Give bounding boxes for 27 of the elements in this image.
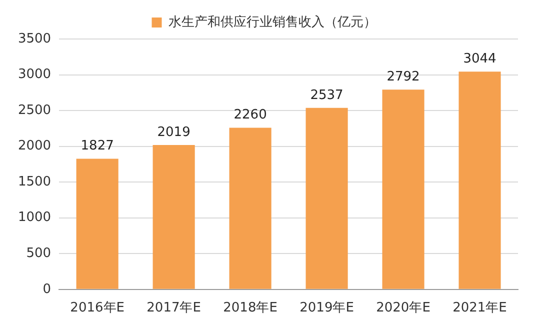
x-tick-label: 2019年E [300,300,354,316]
legend-label: 水生产和供应行业销售收入（亿元） [168,14,376,30]
y-tick-label: 3000 [18,67,52,82]
data-label: 3044 [463,52,496,66]
data-label: 2537 [310,88,344,103]
y-tick-label: 500 [26,246,52,262]
bar [229,128,272,289]
bar [76,158,118,289]
y-tick-label: 1500 [18,174,52,190]
y-tick-label: 1000 [18,210,52,226]
data-label: 1827 [80,138,114,154]
data-label: 2792 [386,70,420,85]
bar [152,144,195,289]
data-label: 2019 [157,124,190,140]
data-label: 2260 [234,108,267,123]
x-tick-label: 2016年E [70,300,124,316]
x-tick-label: 2018年E [223,300,278,316]
bar [306,108,348,289]
bar [382,90,424,289]
x-tick-label: 2021年E [452,300,507,316]
y-tick-label: 2000 [18,138,52,154]
y-tick-label: 2500 [18,102,52,118]
x-tick-label: 2020年E [376,300,430,316]
x-tick-label: 2017年E [146,300,201,316]
bar [458,72,501,289]
y-tick-label: 0 [42,282,52,297]
y-tick-label: 3500 [18,31,52,46]
